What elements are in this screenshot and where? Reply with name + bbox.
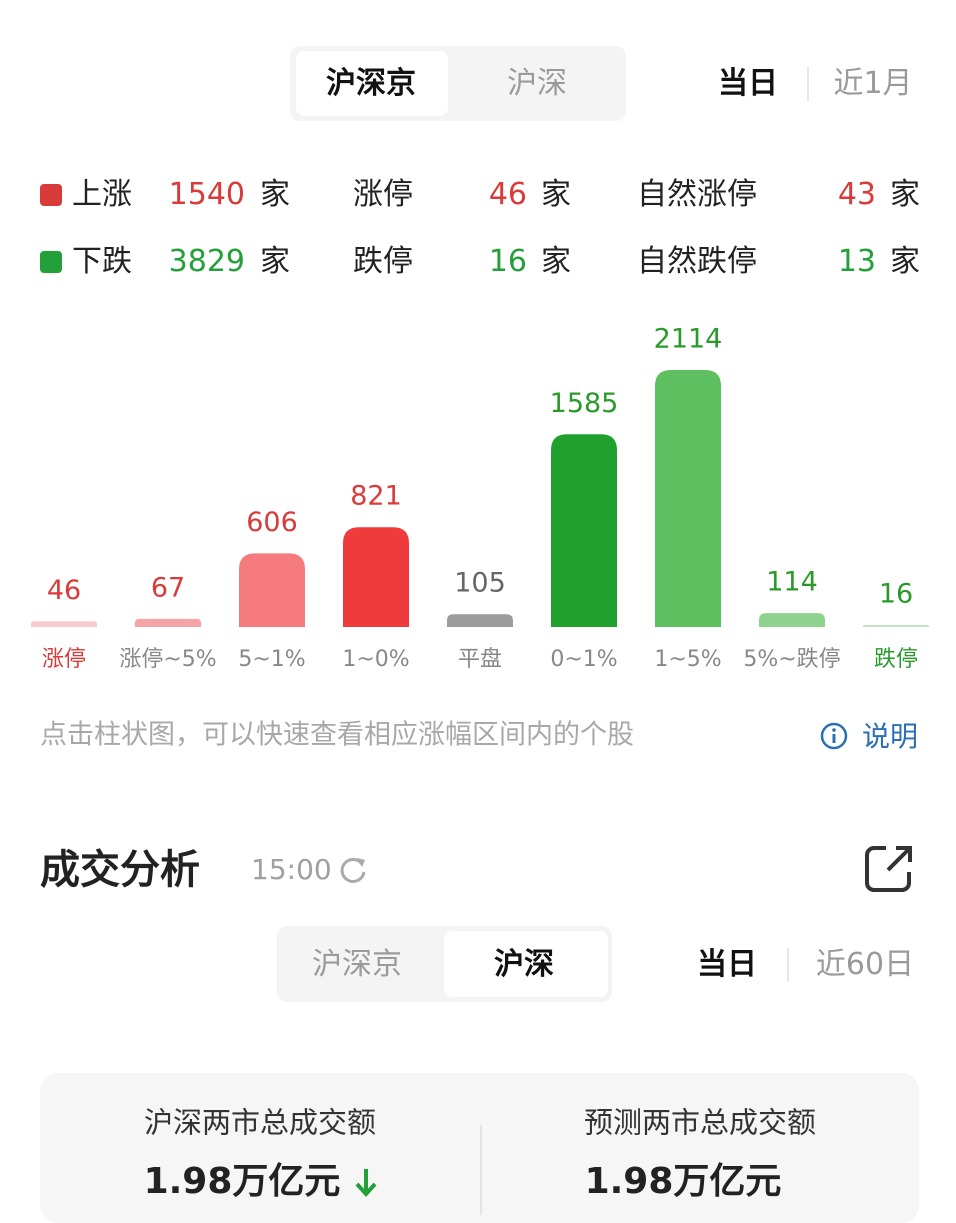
bar [31, 621, 97, 627]
value-label: 821 [350, 481, 402, 512]
stat-unit: 家 [541, 177, 571, 212]
category-label: 跌停 [874, 647, 918, 672]
period-tab[interactable]: 当日 [697, 947, 757, 982]
bar [863, 625, 929, 627]
stat-label: 自然跌停 [637, 244, 757, 279]
bar [239, 553, 305, 627]
stat-unit: 家 [890, 177, 920, 212]
legend-swatch [40, 184, 62, 206]
info-icon[interactable] [819, 721, 849, 751]
active-tab-bg [444, 931, 608, 997]
category-label: 5~1% [238, 647, 305, 672]
metric-value: 1.98万亿元 [584, 1161, 782, 1202]
bar [135, 618, 201, 627]
stat-unit: 家 [541, 244, 571, 279]
market-tab[interactable]: 沪深京 [326, 66, 416, 101]
stat-count: 3829 [168, 244, 245, 279]
stat-label: 涨停 [353, 177, 413, 212]
separator [787, 948, 789, 982]
bar [343, 527, 409, 627]
bar [447, 614, 513, 627]
bar [655, 370, 721, 627]
help-link[interactable]: 说明 [862, 720, 919, 753]
stat-count: 43 [837, 177, 876, 212]
stat-unit: 家 [260, 177, 290, 212]
refresh-icon[interactable] [338, 855, 368, 885]
value-label: 2114 [654, 324, 723, 355]
distribution-chart: 46 涨停 67 涨停~5% 606 5~1% 821 1~0% 105 平盘 1585 0~1% 21… [31, 324, 929, 672]
metric-value: 1.98万亿元 [143, 1161, 341, 1202]
share-icon[interactable] [864, 844, 914, 894]
bar [759, 613, 825, 627]
market-tab[interactable]: 沪深京 [312, 947, 402, 982]
market-tab[interactable]: 沪深 [494, 947, 554, 982]
value-label: 16 [879, 579, 913, 610]
hint: 点击柱状图，可以快速查看相应涨幅区间内的个股 [40, 719, 634, 751]
legend-swatch [40, 251, 62, 273]
value-label: 67 [151, 572, 185, 603]
market-tab[interactable]: 沪深 [507, 66, 567, 101]
bar [551, 434, 617, 627]
active-tab-bg [296, 51, 448, 116]
stat-label: 自然涨停 [637, 177, 757, 212]
stat-count: 1540 [168, 177, 245, 212]
period-tab[interactable]: 当日 [718, 66, 778, 101]
category-label: 1~0% [342, 647, 409, 672]
category-label: 涨停 [42, 647, 86, 672]
separator [807, 67, 809, 101]
stat-unit: 家 [260, 244, 290, 279]
metric-label: 沪深两市总成交额 [143, 1105, 377, 1140]
stat-label: 跌停 [353, 244, 413, 279]
category-label: 1~5% [654, 647, 721, 672]
down-arrow [355, 1169, 377, 1197]
period-tab[interactable]: 近1月 [833, 66, 913, 101]
stat-unit: 家 [890, 244, 920, 279]
stat-count: 13 [837, 244, 876, 279]
stat-count: 16 [488, 244, 527, 279]
stat-count: 46 [488, 177, 527, 212]
divider [480, 1125, 482, 1215]
metric-label: 预测两市总成交额 [583, 1105, 817, 1140]
value-label: 606 [246, 507, 298, 538]
period-tab[interactable]: 近60日 [815, 947, 915, 982]
turnover-card [40, 1073, 919, 1223]
stat-label: 上涨 [72, 177, 132, 212]
category-label: 涨停~5% [119, 647, 216, 672]
section-title: 成交分析 [40, 847, 200, 893]
value-label: 114 [766, 567, 818, 598]
category-label: 5%~跌停 [743, 647, 840, 672]
update-time: 15:00 [251, 853, 332, 886]
value-label: 105 [454, 568, 506, 599]
value-label: 1585 [550, 388, 619, 419]
category-label: 0~1% [550, 647, 617, 672]
category-label: 平盘 [458, 647, 502, 672]
value-label: 46 [47, 575, 81, 606]
stat-label: 下跌 [72, 244, 132, 279]
